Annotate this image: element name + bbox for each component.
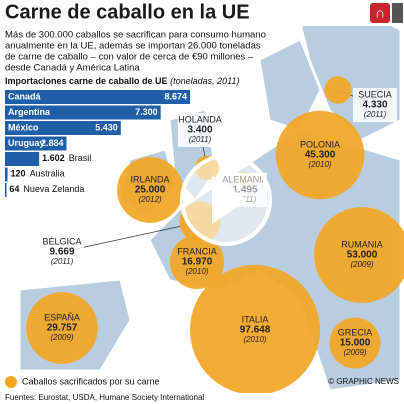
bar-value: 8.674 xyxy=(164,91,187,101)
bar-category: Uruguay xyxy=(8,138,45,148)
bubble xyxy=(314,207,404,303)
bubble-value: 4.330 xyxy=(362,100,387,111)
bubble-value: 53.000 xyxy=(347,250,378,261)
bubble xyxy=(117,157,183,223)
bubble-year: (2009) xyxy=(343,348,366,357)
description-line: desde Canadá y América Latina xyxy=(5,63,140,74)
credit: © GRAPHIC NEWS xyxy=(328,377,399,386)
play-button[interactable] xyxy=(180,154,272,246)
bar-title: Importaciones carne de caballo de UE (to… xyxy=(5,76,239,86)
source: Fuentes: Eurostat, USDA, Humane Society … xyxy=(5,393,204,402)
logo-side xyxy=(392,3,403,23)
bubble-year: (2009) xyxy=(50,333,73,342)
bubble-name: FRANCIA xyxy=(177,246,217,256)
bubble-year: (2010) xyxy=(243,335,266,344)
bubble-name: ESPAÑA xyxy=(44,312,80,322)
bubble-value: 29.757 xyxy=(47,323,78,334)
bar-label: 1.602 Brasil xyxy=(42,153,91,163)
bubble-value: 25.000 xyxy=(135,185,166,196)
bubble-name: BÉLGICA xyxy=(42,236,81,246)
bubble-name: POLONIA xyxy=(300,139,340,149)
bar-value: 2.884 xyxy=(41,138,64,148)
label-bg xyxy=(178,113,222,147)
bubble-value: 15.000 xyxy=(340,338,371,349)
bubble xyxy=(190,265,320,395)
bar xyxy=(5,152,40,166)
bubble-name: HOLANDA xyxy=(178,114,222,124)
bubble-year: (2010) xyxy=(308,160,331,169)
description: Más de 300.000 caballos se sacrifican pa… xyxy=(5,30,266,74)
bar-value: 7.300 xyxy=(135,107,158,117)
bubble xyxy=(169,234,225,290)
description-line: anualmente en la UE, además se importan … xyxy=(5,41,261,52)
bubble xyxy=(26,292,98,364)
logo xyxy=(370,3,390,23)
leader-line xyxy=(61,221,201,253)
bubble-value: 45.300 xyxy=(305,150,336,161)
bar-category: México xyxy=(8,122,39,132)
bubble xyxy=(329,317,381,369)
bar xyxy=(5,167,8,182)
bubble-name: RUMANIA xyxy=(341,239,383,249)
bubble-name: GRECIA xyxy=(338,327,373,337)
bar-chart: Canadá 8.674 Argentina 7.300 México 5.430 Urug… xyxy=(5,90,190,197)
bar-label: 120 Australia xyxy=(11,169,65,179)
description-line: de carne de caballo – con valor de cerca… xyxy=(5,52,254,63)
bar xyxy=(5,105,161,120)
legend-swatch xyxy=(5,376,17,388)
bar xyxy=(5,121,121,135)
bubble-name: SUECIA xyxy=(358,89,392,99)
title: Carne de caballo en la UE xyxy=(5,1,250,23)
bubble-year: (2012) xyxy=(138,195,161,204)
bar xyxy=(5,90,190,104)
bubble xyxy=(275,110,365,200)
label-bg xyxy=(9,167,80,182)
bubble-value: 3.400 xyxy=(187,125,212,136)
label-bg xyxy=(8,183,79,197)
bubble-year: (2009) xyxy=(350,260,373,269)
bubble-year: (2010) xyxy=(185,267,208,276)
footer-bg xyxy=(0,393,404,404)
label-bg xyxy=(353,88,397,122)
bar xyxy=(5,136,67,151)
bubble-value: 16.970 xyxy=(182,257,213,268)
label-bg xyxy=(40,235,84,269)
bubble-year: (2011) xyxy=(364,110,387,119)
label-bg xyxy=(41,152,112,166)
header-bg xyxy=(0,0,404,26)
bubble-name: IRLANDA xyxy=(130,174,169,184)
description-line: Más de 300.000 caballos se sacrifican pa… xyxy=(5,30,266,41)
bar-label: 64 Nueva Zelanda xyxy=(9,184,84,194)
bubble xyxy=(324,76,352,104)
bubble-value: 9.669 xyxy=(49,247,74,258)
logo-mark: ∩ xyxy=(375,5,385,21)
bar-value: 5.430 xyxy=(95,122,118,132)
bubble-name: ITALIA xyxy=(242,314,269,324)
bubble-year: (2011) xyxy=(189,135,212,144)
legend-label: Caballos sacrificados por su carne xyxy=(22,376,160,386)
bubble-value: 97.648 xyxy=(240,325,271,336)
bar-category: Argentina xyxy=(8,107,51,117)
play-icon[interactable] xyxy=(212,176,248,224)
bubble-year: (2011) xyxy=(51,257,74,266)
bar xyxy=(5,183,7,197)
bar-category: Canadá xyxy=(8,91,42,101)
